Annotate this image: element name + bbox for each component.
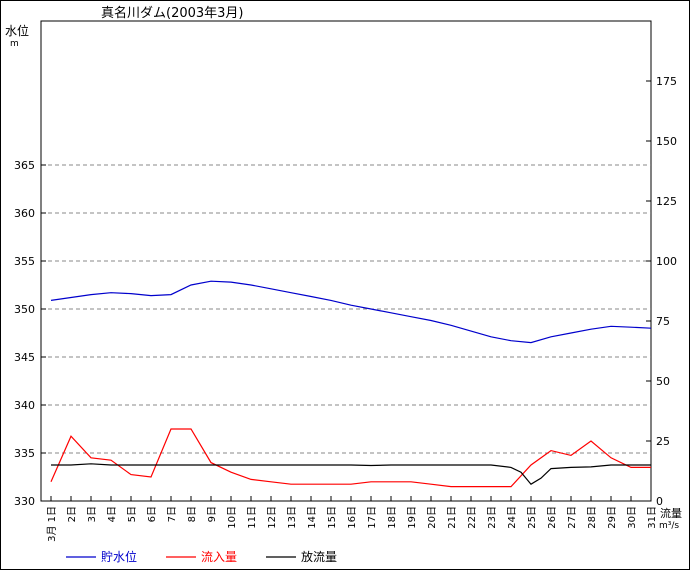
x-tick-label: 5日 [127,506,138,522]
left-axis-unit: m [10,39,19,49]
x-axis-ticks: 3月 1日 2日 3日 4日 5日 6日 7日 8日 9日 10日 11日 12日 13日 14日 15日 1… [46,496,658,542]
x-tick-label: 27日 [567,506,578,529]
right-axis-ticks: 0 25 50 75 100 125 150 175 [646,75,677,508]
x-tick-label: 25日 [527,506,538,529]
x-tick-label: 2日 [67,506,78,522]
left-tick-label: 355 [14,255,35,268]
x-tick-label: 9日 [207,506,218,522]
left-tick-label: 360 [14,207,35,220]
right-tick-label: 50 [656,375,670,388]
x-tick-label: 15日 [327,506,338,529]
x-tick-label: 26日 [547,506,558,529]
right-tick-label: 125 [656,195,677,208]
x-tick-label: 16日 [347,506,358,529]
series-layer [50,280,652,488]
x-tick-label: 3日 [87,506,98,522]
x-tick-label: 19日 [407,506,418,529]
x-tick-label: 13日 [287,506,298,529]
x-tick-label: 30日 [627,506,638,529]
x-tick-label: 22日 [467,506,478,529]
grid-lines [41,164,651,454]
x-tick-label: 28日 [587,506,598,529]
right-tick-label: 25 [656,435,670,448]
right-axis-unit: m³/s [659,521,679,531]
left-tick-label: 335 [14,447,35,460]
right-tick-label: 0 [656,495,663,508]
right-tick-label: 150 [656,135,677,148]
left-tick-label: 345 [14,351,35,364]
x-tick-label: 24日 [507,506,518,529]
x-tick-label: 10日 [227,506,238,529]
left-axis-ticks: 330 335 340 345 350 355 360 365 [14,159,46,508]
legend-label: 流入量 [201,550,237,564]
series-line-3 [51,463,651,485]
x-tick-label: 8日 [187,506,198,522]
legend-label: 貯水位 [101,549,137,564]
left-axis-label: 水位 [5,23,29,38]
x-tick-label: 21日 [447,506,458,529]
right-tick-label: 100 [656,255,677,268]
x-tick-label: 29日 [607,506,618,529]
x-tick-label: 7日 [167,506,178,522]
left-tick-label: 340 [14,399,35,412]
x-tick-label: 20日 [427,506,438,529]
left-tick-label: 365 [14,159,35,172]
left-tick-label: 330 [14,495,35,508]
left-tick-label: 350 [14,303,35,316]
series-line-2 [50,428,651,488]
x-tick-label: 31日 [647,506,658,529]
x-tick-label: 6日 [147,506,158,522]
x-tick-label: 18日 [387,506,398,529]
x-tick-label: 17日 [367,506,378,529]
legend-label: 放流量 [301,549,337,564]
x-tick-label: 11日 [247,506,258,529]
x-tick-label: 14日 [307,506,318,529]
legend: 貯水位 流入量 放流量 [66,549,337,564]
x-tick-label: 12日 [267,506,278,529]
right-tick-label: 175 [656,75,677,88]
x-tick-label: 4日 [107,506,118,522]
x-tick-label: 3月 1日 [46,506,58,542]
chart-title: 真名川ダム(2003年3月) [101,5,244,21]
x-tick-label: 23日 [487,506,498,529]
right-tick-label: 75 [656,315,670,328]
series-line-1 [50,280,652,344]
right-axis-label: 流量 [660,506,682,520]
